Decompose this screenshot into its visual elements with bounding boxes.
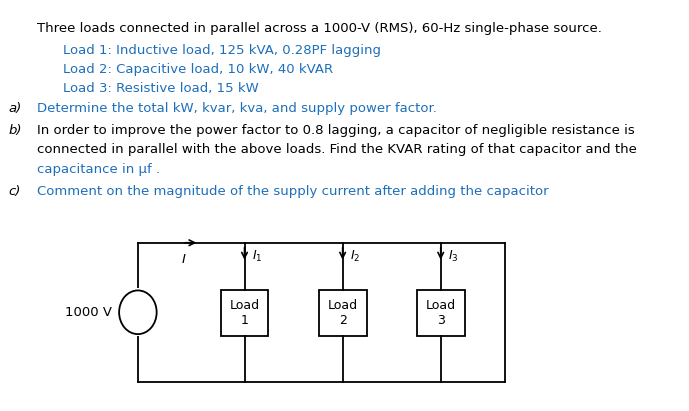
Bar: [319, 291, 367, 336]
Text: Load 2: Capacitive load, 10 kW, 40 kVAR: Load 2: Capacitive load, 10 kW, 40 kVAR: [63, 63, 333, 76]
Bar: [117, 289, 158, 336]
Text: Load
2: Load 2: [327, 299, 358, 327]
Text: connected in parallel with the above loads. Find the KVAR rating of that capacit: connected in parallel with the above loa…: [37, 143, 637, 157]
Text: In order to improve the power factor to 0.8 lagging, a capacitor of negligible r: In order to improve the power factor to …: [37, 124, 635, 136]
Text: 1000 V: 1000 V: [65, 306, 112, 319]
Text: Three loads connected in parallel across a 1000-V (RMS), 60-Hz single-phase sour: Three loads connected in parallel across…: [37, 22, 602, 35]
Text: I: I: [182, 253, 186, 266]
Text: a): a): [8, 102, 21, 115]
Text: Determine the total kW, kvar, kva, and supply power factor.: Determine the total kW, kvar, kva, and s…: [37, 102, 437, 115]
Text: Load 3: Resistive load, 15 kW: Load 3: Resistive load, 15 kW: [63, 82, 258, 95]
Text: Comment on the magnitude of the supply current after adding the capacitor: Comment on the magnitude of the supply c…: [37, 185, 549, 198]
Bar: [417, 291, 464, 336]
Bar: [220, 291, 269, 336]
Text: b): b): [8, 124, 22, 136]
Text: Load
3: Load 3: [426, 299, 456, 327]
Text: capacitance in μf .: capacitance in μf .: [37, 163, 161, 176]
Text: $\it{I}_3$: $\it{I}_3$: [449, 249, 459, 264]
Text: $\it{I}_2$: $\it{I}_2$: [350, 249, 360, 264]
Text: $\it{I}_1$: $\it{I}_1$: [252, 249, 263, 264]
Text: Load 1: Inductive load, 125 kVA, 0.28PF lagging: Load 1: Inductive load, 125 kVA, 0.28PF …: [63, 44, 381, 57]
Text: Load
1: Load 1: [229, 299, 260, 327]
Text: c): c): [8, 185, 21, 198]
